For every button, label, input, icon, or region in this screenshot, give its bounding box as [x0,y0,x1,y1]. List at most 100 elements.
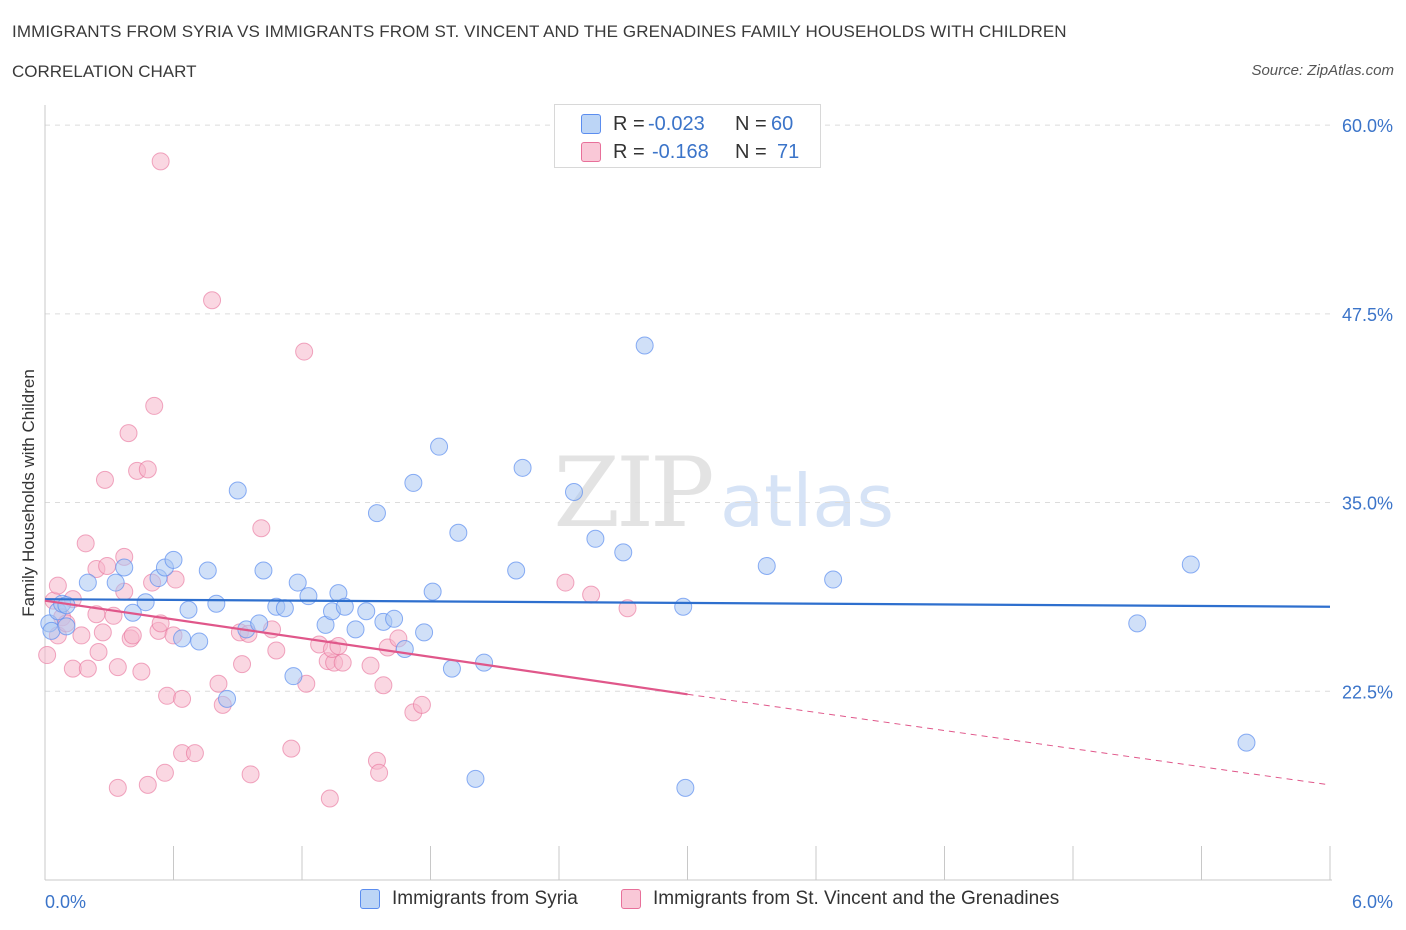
point-stvincent [108,778,127,797]
point-syria [614,543,633,562]
point-stvincent [295,342,314,361]
point-syria [423,582,442,601]
point-syria [136,593,155,612]
stats-row-syria: R = -0.023 N = 60 [555,109,822,139]
n-value: 71 [777,140,800,163]
point-stvincent [132,662,151,681]
point-stvincent [119,424,138,443]
chart-subtitle: CORRELATION CHART [12,62,197,81]
point-syria [346,620,365,639]
point-syria [299,587,318,606]
point-stvincent [89,643,108,662]
bottom-legend: Immigrants from Syria Immigrants from St… [0,888,1406,918]
point-syria [1128,614,1147,633]
point-syria [190,632,209,651]
stats-row-stvincent: R = -0.168 N = 71 [555,137,822,167]
point-stvincent [93,623,112,642]
point-syria [449,523,468,542]
point-stvincent [173,689,192,708]
point-syria [335,597,354,616]
point-syria [173,629,192,648]
point-stvincent [333,653,352,672]
syria-swatch [581,114,601,134]
point-stvincent [267,641,286,660]
x-tick-label: 6.0% [1352,892,1393,912]
point-stvincent [123,626,142,645]
point-stvincent [138,775,157,794]
r-label: R = [613,140,645,163]
trend-lines [44,598,1331,786]
point-syria [254,561,273,580]
y-axis-title: Family Households with Children [19,369,38,617]
legend-item-stvincent[interactable]: Immigrants from St. Vincent and the Gren… [621,888,1059,910]
point-stvincent [233,655,252,674]
point-stvincent [145,396,164,415]
point-stvincent [582,585,601,604]
trend-line-stvincent [44,599,688,696]
n-value: 60 [771,112,794,135]
point-syria [564,482,583,501]
point-syria [106,573,125,592]
point-syria [513,458,532,477]
syria-legend-swatch [360,889,380,909]
y-tick-label: 35.0% [1342,494,1393,514]
point-stvincent [203,291,222,310]
point-syria [57,617,76,636]
point-syria [275,599,294,618]
point-stvincent [155,763,174,782]
point-syria [674,597,693,616]
point-syria [466,769,485,788]
point-stvincent [374,676,393,695]
point-syria [164,550,183,569]
n-label: N = [735,140,767,163]
n-label: N = [735,112,767,135]
watermark: ZIP atlas [553,437,894,549]
point-syria [507,561,526,580]
point-stvincent [151,152,170,171]
point-syria [824,570,843,589]
point-syria [367,504,386,523]
point-syria [288,573,307,592]
point-stvincent [158,686,177,705]
legend-label-syria: Immigrants from Syria [392,888,578,909]
point-syria [218,689,237,708]
source-label: Source: ZipAtlas.com [1251,62,1394,79]
point-syria [385,609,404,628]
point-syria [757,556,776,575]
x-tick-labels: 0.0% 6.0% [45,892,1393,912]
point-stvincent [618,599,637,618]
point-syria [284,667,303,686]
point-stvincent [209,674,228,693]
point-syria [586,529,605,548]
trend-line-stvincent-extrapolated [687,693,1331,786]
point-syria [198,561,217,580]
trend-line-syria [44,598,1331,608]
point-stvincent [78,659,97,678]
axes [44,105,1332,881]
point-stvincent [370,763,389,782]
point-stvincent [76,534,95,553]
point-stvincent [48,576,67,595]
point-stvincent [282,739,301,758]
point-stvincent [72,626,91,645]
point-syria [228,481,247,500]
y-tick-labels: 22.5% 35.0% 47.5% 60.0% [1342,116,1393,702]
point-stvincent [95,470,114,489]
legend-item-syria[interactable]: Immigrants from Syria [360,888,578,910]
stvincent-legend-swatch [621,889,641,909]
stvincent-swatch [581,142,601,162]
r-value: -0.023 [648,112,705,135]
series-stvincent-points [38,152,637,808]
point-stvincent [412,695,431,714]
point-syria [42,621,61,640]
point-stvincent [361,656,380,675]
y-tick-label: 47.5% [1342,305,1393,325]
point-stvincent [185,744,204,763]
point-stvincent [252,519,271,538]
watermark-atlas: atlas [720,459,894,543]
point-stvincent [556,573,575,592]
point-stvincent [108,658,127,677]
point-stvincent [138,460,157,479]
r-label: R = [613,112,645,135]
